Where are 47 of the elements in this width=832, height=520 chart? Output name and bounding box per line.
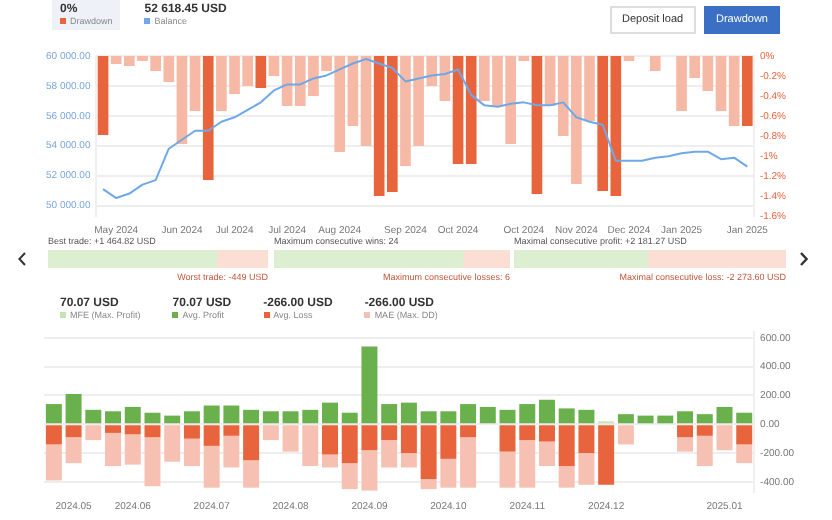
bar [696, 414, 713, 424]
bar [105, 432, 122, 467]
bar [164, 425, 181, 462]
bar [381, 440, 398, 468]
bar [677, 411, 694, 424]
bar [538, 425, 555, 442]
bar [538, 441, 555, 467]
bar [716, 425, 733, 451]
bar [183, 411, 200, 424]
bar [105, 425, 122, 433]
bar [400, 453, 417, 468]
bar [460, 425, 477, 438]
bar [262, 425, 279, 441]
bar [262, 411, 279, 424]
bar [460, 437, 477, 488]
bar [65, 425, 82, 438]
bar [538, 399, 555, 424]
bar [183, 438, 200, 467]
bar [45, 404, 62, 424]
bar [617, 414, 634, 424]
bar [460, 404, 477, 424]
bar [164, 415, 181, 424]
bar [736, 425, 753, 445]
bar [322, 454, 338, 468]
bar [243, 460, 260, 488]
bar [598, 425, 615, 485]
bar [617, 425, 634, 445]
bar [677, 437, 694, 452]
bar [400, 425, 417, 454]
bar [243, 425, 260, 461]
bar [736, 444, 753, 464]
bar [400, 402, 417, 424]
bar [322, 425, 338, 455]
bar [322, 402, 338, 424]
bar [105, 411, 122, 424]
bar [183, 425, 200, 439]
bar [479, 406, 496, 424]
bar [677, 425, 694, 438]
bar [696, 435, 713, 467]
bar [381, 404, 398, 424]
bar [696, 425, 713, 436]
bar [243, 409, 260, 424]
bar [381, 425, 398, 441]
bar [45, 425, 62, 445]
bar [716, 406, 733, 424]
bar [45, 444, 62, 481]
bar [736, 412, 753, 424]
